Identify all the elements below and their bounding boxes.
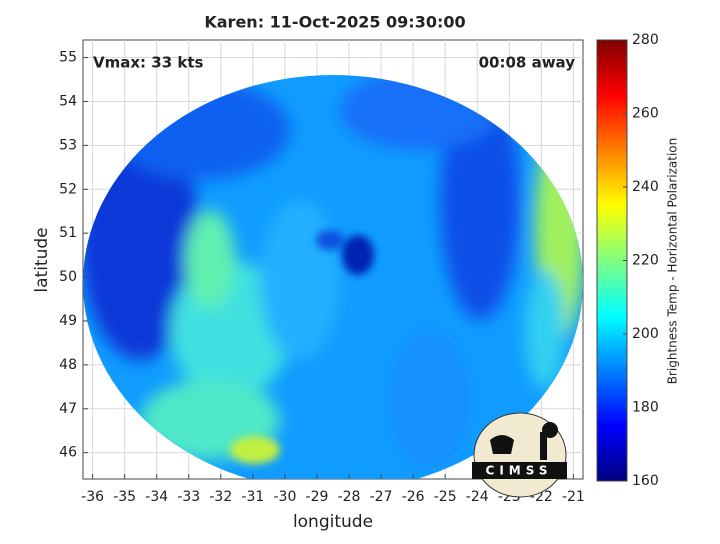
x-tick-label: -34: [145, 489, 168, 505]
annotation: 00:08 away: [479, 54, 576, 72]
y-tick-label: 51: [59, 225, 77, 241]
y-tick-label: 47: [59, 401, 77, 417]
x-axis-label: longitude: [293, 512, 373, 532]
y-tick-label: 50: [59, 269, 77, 285]
colorbar-axis: 160 180 200 220 240 260 280: [623, 32, 659, 489]
x-tick-label: -35: [113, 489, 136, 505]
x-tick-label: -32: [209, 489, 232, 505]
colorbar-label: Brightness Temp - Horizontal Polarizatio…: [666, 138, 680, 385]
colorbar: [596, 39, 628, 482]
swath-image: [83, 75, 583, 479]
logo-text: CIMSS: [486, 464, 553, 478]
y-tick-label: 54: [59, 93, 77, 109]
colorbar-tick-label: 220: [632, 253, 659, 269]
x-tick-label: -30: [273, 489, 296, 505]
x-tick-label: -24: [466, 489, 489, 505]
colorbar-tick-label: 200: [632, 326, 659, 342]
chart-title: Karen: 11-Oct-2025 09:30:00: [204, 13, 465, 32]
colorbar-tick-label: 240: [632, 179, 659, 195]
x-tick-label: -25: [434, 489, 457, 505]
x-tick-label: -28: [338, 489, 361, 505]
axes: -36 -35 -34 -33 -32 -31 -30 -29 -28 -27 -26 -25 -24 -…: [59, 50, 585, 505]
colorbar-tick-label: 180: [632, 400, 659, 416]
x-tick-label: -29: [306, 489, 329, 505]
y-tick-label: 52: [59, 181, 77, 197]
x-tick-label: -31: [241, 489, 264, 505]
y-tick-label: 48: [59, 357, 77, 373]
colorbar-tick-label: 160: [632, 473, 659, 489]
x-tick-label: -26: [402, 489, 425, 505]
x-tick-label: -36: [81, 489, 104, 505]
y-axis-label: latitude: [32, 227, 52, 292]
y-tick-label: 49: [59, 313, 77, 329]
logo: CIMSS: [472, 412, 567, 498]
x-tick-label: -33: [177, 489, 200, 505]
y-tick-label: 46: [59, 445, 77, 461]
annotation: Vmax: 33 kts: [93, 54, 203, 72]
colorbar-tick-label: 260: [632, 106, 659, 122]
y-tick-label: 53: [59, 137, 77, 153]
colorbar-tick-label: 280: [632, 32, 659, 48]
x-tick-label: -21: [562, 489, 585, 505]
x-tick-label: -27: [370, 489, 393, 505]
y-tick-label: 55: [59, 50, 77, 66]
